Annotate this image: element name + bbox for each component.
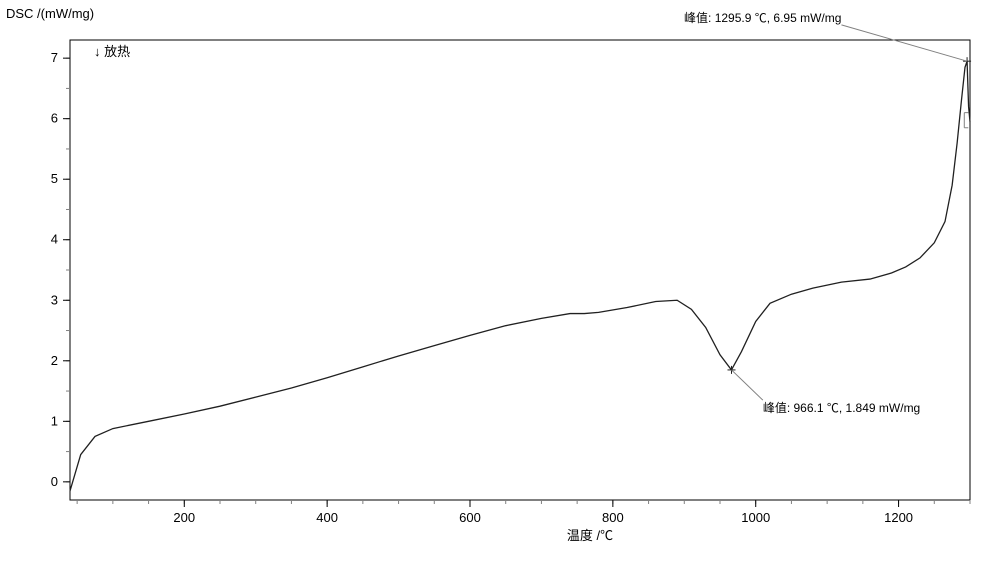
y-tick-label: 6 bbox=[51, 111, 58, 126]
peak-label: 峰值: 1295.9 ℃, 6.95 mW/mg bbox=[684, 10, 841, 25]
y-tick-label: 4 bbox=[51, 232, 58, 247]
dsc-curve bbox=[70, 61, 970, 491]
x-tick-label: 1200 bbox=[884, 510, 913, 525]
x-tick-label: 600 bbox=[459, 510, 481, 525]
x-tick-label: 1000 bbox=[741, 510, 770, 525]
x-tick-label: 200 bbox=[173, 510, 195, 525]
y-axis-title: DSC /(mW/mg) bbox=[6, 6, 94, 21]
y-tick-label: 5 bbox=[51, 171, 58, 186]
dsc-chart: 200 400 600 800 1000 1200 0 1 2 3 4 5 6 7 峰值: 966.1 ℃,… bbox=[0, 0, 1000, 562]
x-tick-label: 800 bbox=[602, 510, 624, 525]
peak-label: 峰值: 966.1 ℃, 1.849 mW/mg bbox=[763, 400, 920, 415]
x-tick-label: 400 bbox=[316, 510, 338, 525]
chart-svg: 200 400 600 800 1000 1200 0 1 2 3 4 5 6 7 峰值: 966.1 ℃,… bbox=[0, 0, 1000, 562]
annotation-leader bbox=[732, 370, 763, 400]
exo-label: ↓ 放热 bbox=[94, 44, 130, 59]
y-tick-label: 0 bbox=[51, 474, 58, 489]
x-axis-title: 温度 /℃ bbox=[567, 528, 613, 543]
plot-border bbox=[70, 40, 970, 500]
y-tick-label: 2 bbox=[51, 353, 58, 368]
y-tick-label: 7 bbox=[51, 50, 58, 65]
y-tick-label: 1 bbox=[51, 413, 58, 428]
annotation-leader bbox=[841, 25, 967, 61]
y-tick-label: 3 bbox=[51, 292, 58, 307]
